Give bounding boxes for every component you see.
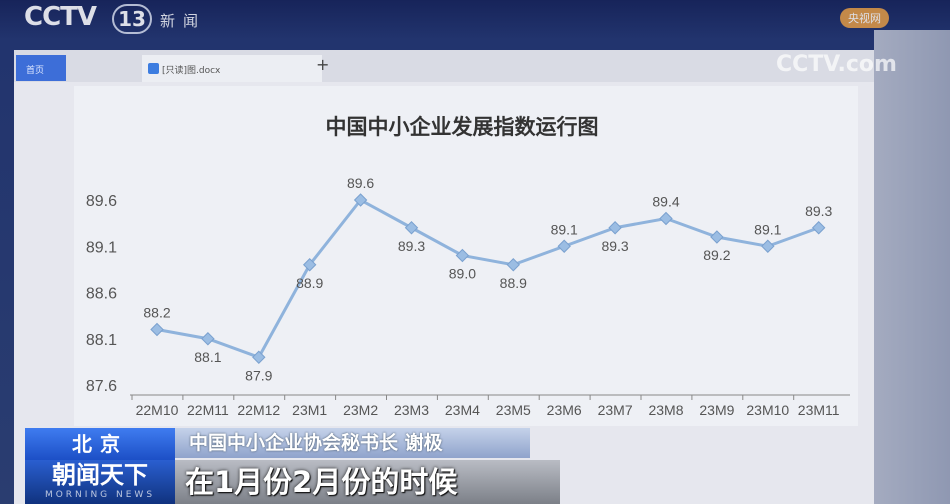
caption: 在1月份2月份的时候 <box>175 460 560 504</box>
program-logo: 朝闻天下 MORNING NEWS <box>25 460 175 504</box>
x-tick-label: 23M6 <box>547 402 582 418</box>
data-label: 89.3 <box>601 238 628 254</box>
program-en: MORNING NEWS <box>44 490 156 500</box>
data-point <box>455 248 470 263</box>
x-tick-label: 23M5 <box>496 402 531 418</box>
x-tick-label: 23M3 <box>394 402 429 418</box>
data-label: 89.6 <box>347 175 374 191</box>
data-label: 88.9 <box>296 275 323 291</box>
data-point <box>608 221 622 235</box>
x-tick-label: 22M10 <box>136 402 179 418</box>
data-label: 89.1 <box>754 221 781 237</box>
data-point <box>353 193 368 207</box>
y-tick-label: 88.1 <box>86 332 117 349</box>
data-label: 89.2 <box>703 247 730 263</box>
y-tick-label: 87.6 <box>86 378 117 395</box>
data-point <box>659 211 673 226</box>
side-panel <box>874 30 950 504</box>
x-tick-label: 23M10 <box>746 402 789 418</box>
data-point <box>150 322 164 337</box>
chart-title: 中国中小企业发展指数运行图 <box>326 115 599 139</box>
y-tick-label: 88.6 <box>86 286 117 303</box>
watermark: CCTV.com <box>776 52 897 77</box>
data-point <box>811 221 826 235</box>
series-line <box>156 198 820 360</box>
data-label: 89.3 <box>398 238 425 254</box>
tab-document[interactable]: [只读]图.docx <box>142 55 322 82</box>
data-label: 89.4 <box>652 194 679 210</box>
data-point <box>506 258 521 272</box>
data-label: 88.9 <box>500 275 527 291</box>
x-tick-label: 23M7 <box>598 402 633 418</box>
tab-home[interactable]: 首页 <box>16 55 66 81</box>
data-point <box>557 239 571 253</box>
speaker-label: 中国中小企业协会秘书长 谢极 <box>175 428 530 458</box>
x-tick-label: 23M9 <box>699 402 734 418</box>
channel-number: 13 <box>112 4 152 34</box>
location-label: 北京 <box>25 428 175 460</box>
watermark-badge: 央视网 <box>840 8 889 28</box>
data-label: 89.1 <box>551 221 578 237</box>
data-label: 87.9 <box>245 367 272 383</box>
data-point <box>710 230 724 244</box>
data-point <box>761 239 775 253</box>
x-tick-label: 23M2 <box>343 402 378 418</box>
channel-sub: 新闻 <box>160 12 207 30</box>
data-point <box>201 332 215 346</box>
x-tick-label: 23M11 <box>798 402 840 418</box>
data-label: 88.2 <box>143 305 170 321</box>
x-tick-label: 23M4 <box>445 402 480 418</box>
x-tick-label: 22M12 <box>237 402 280 418</box>
program-title: 朝闻天下 <box>52 461 148 489</box>
data-label: 89.3 <box>805 203 832 219</box>
tab-bar: 首页 [只读]图.docx + <box>14 50 874 82</box>
data-label: 89.0 <box>449 266 476 282</box>
data-point <box>252 350 266 364</box>
new-tab-button[interactable]: + <box>316 55 330 74</box>
data-label: 88.1 <box>194 349 221 365</box>
x-tick-label: 22M11 <box>187 402 229 418</box>
word-icon <box>148 63 159 74</box>
tab-document-label: [只读]图.docx <box>162 66 221 76</box>
y-tick-label: 89.1 <box>86 239 117 256</box>
x-tick-label: 23M8 <box>648 402 683 418</box>
data-point <box>404 221 419 235</box>
data-point <box>302 258 317 272</box>
cctv-logo: CCTV <box>24 2 97 32</box>
y-tick-label: 89.6 <box>86 193 117 210</box>
x-tick-label: 23M1 <box>292 402 327 418</box>
